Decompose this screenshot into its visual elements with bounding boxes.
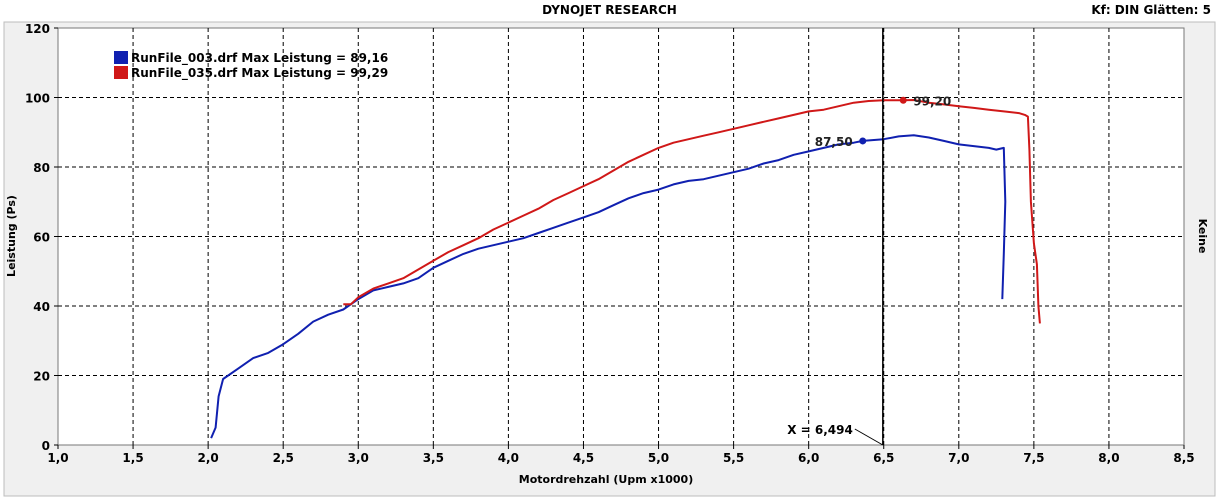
x-tick-label: 4,5 xyxy=(573,451,594,465)
cursor-readout: X = 6,494 xyxy=(787,423,853,437)
series-line-1 xyxy=(210,134,1007,439)
cursor[interactable]: X = 6,494 xyxy=(787,28,884,446)
cursor-leader xyxy=(854,428,884,446)
x-tick-label: 1,0 xyxy=(47,451,68,465)
chart-title: DYNOJET RESEARCH xyxy=(542,3,677,17)
y-axis-label: Leistung (Ps) xyxy=(5,195,18,277)
y-tick-label: 120 xyxy=(25,22,50,36)
settings-readout: Kf: DIN Glätten: 5 xyxy=(1091,3,1211,17)
series-marker-1 xyxy=(859,137,867,145)
axes: 1,0 1,5 2,0 2,5 3,0 3,5 4,0 4,5 5,0 5,5 6,0 6,5 7,0 7… xyxy=(25,22,1195,465)
x-tick-label: 8,0 xyxy=(1098,451,1119,465)
x-tick-label: 3,0 xyxy=(348,451,369,465)
legend-swatch-1 xyxy=(114,51,128,64)
x-axis-label: Motordrehzahl (Upm x1000) xyxy=(519,473,693,486)
legend-entry-1: RunFile_003.drf Max Leistung = 89,16 xyxy=(131,51,388,66)
x-tick-label: 5,5 xyxy=(723,451,744,465)
grid xyxy=(58,28,1184,445)
series-marker-2 xyxy=(899,96,907,104)
x-tick-label: 8,5 xyxy=(1173,451,1194,465)
y-tick-label: 40 xyxy=(33,300,50,314)
y-tick-label: 0 xyxy=(42,439,50,453)
y-tick-label: 100 xyxy=(25,92,50,106)
y-tick-label: 80 xyxy=(33,161,50,175)
series-line-2 xyxy=(343,99,1041,324)
series-marker-label-2: 99,20 xyxy=(913,94,951,108)
x-tick-label: 4,0 xyxy=(498,451,519,465)
right-axis-label: Keine xyxy=(1196,219,1209,254)
x-tick-label: 1,5 xyxy=(122,451,143,465)
y-tick-label: 20 xyxy=(33,370,50,384)
x-tick-label: 6,5 xyxy=(873,451,894,465)
x-tick-label: 7,0 xyxy=(948,451,969,465)
series-layer: 87,50 99,20 xyxy=(210,94,1041,439)
x-tick-label: 6,0 xyxy=(798,451,819,465)
x-tick-label: 3,5 xyxy=(423,451,444,465)
x-tick-label: 5,0 xyxy=(648,451,669,465)
legend: RunFile_003.drf Max Leistung = 89,16RunF… xyxy=(114,51,388,81)
x-tick-label: 7,5 xyxy=(1023,451,1044,465)
series-marker-label-1: 87,50 xyxy=(815,135,853,149)
y-tick-label: 60 xyxy=(33,231,50,245)
x-tick-label: 2,5 xyxy=(273,451,294,465)
legend-entry-2: RunFile_035.drf Max Leistung = 99,29 xyxy=(131,66,388,81)
x-tick-label: 2,0 xyxy=(198,451,219,465)
legend-swatch-2 xyxy=(114,66,128,79)
